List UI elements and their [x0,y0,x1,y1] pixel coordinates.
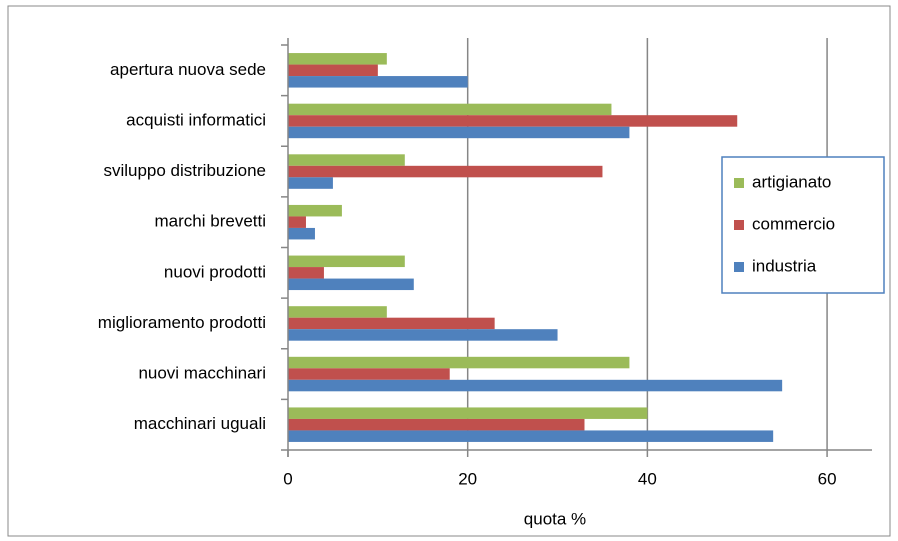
y-tick-label: marchi brevetti [155,212,266,231]
bar [288,418,585,431]
bar [288,379,783,392]
bar [288,356,630,369]
y-tick-label: sviluppo distribuzione [103,161,266,180]
x-axis-label: quota % [524,509,586,528]
y-tick-label: nuovi macchinari [138,364,266,383]
y-tick-label: acquisti informatici [126,110,266,129]
bar [288,430,774,442]
y-tick-label: macchinari uguali [134,414,266,433]
bar [288,154,405,166]
x-tick-label: 60 [818,469,837,488]
bar [288,216,306,228]
bar [288,126,630,139]
bar [288,177,333,189]
legend-swatch [734,262,744,272]
bar [288,329,558,341]
x-tick-label: 20 [458,469,477,488]
bar [288,227,315,240]
legend-label: commercio [752,214,835,233]
legend-label: industria [752,256,817,275]
legend-box [721,156,885,294]
bar [288,103,612,116]
bar [288,278,414,291]
legend-swatch [734,220,744,230]
y-tick-label: nuovi prodotti [164,262,266,281]
bar [288,306,387,318]
bar [288,407,648,419]
y-tick-label: miglioramento prodotti [98,313,266,332]
bar [288,115,738,127]
x-tick-label: 0 [283,469,292,488]
bar [288,255,405,268]
bar [288,267,324,279]
legend-label: artigianato [752,172,831,191]
bar [288,317,495,330]
x-tick-label: 40 [638,469,657,488]
bar [288,64,378,77]
y-tick-label: apertura nuova sede [110,60,266,79]
bar [288,53,387,65]
legend-swatch [734,178,744,188]
bar [288,204,342,217]
bar [288,165,603,178]
bar [288,76,468,88]
bar [288,368,450,380]
